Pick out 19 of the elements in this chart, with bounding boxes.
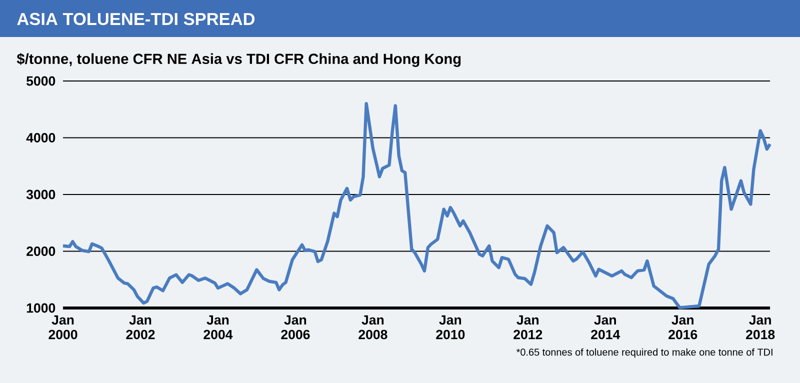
chart-subtitle: $/tonne, toluene CFR NE Asia vs TDI CFR China and Hong Kong: [16, 53, 461, 67]
y-tick-label: 3000: [26, 190, 56, 200]
x-tick-label: Jan 2016: [668, 315, 698, 340]
x-tick-label: Jan 2018: [746, 315, 775, 340]
x-tick-label: Jan 2012: [514, 315, 542, 340]
x-tick-label: Jan 2004: [204, 315, 233, 340]
x-tick-label: Jan 2002: [126, 315, 155, 340]
y-tick-label: 5000: [26, 76, 56, 86]
text: *0.65 tonnes of toluene required to make one tonne of TDI: [516, 348, 772, 358]
y-tick-label: 2000: [26, 246, 56, 256]
y-tick-label: 1000: [26, 303, 56, 313]
x-tick-label: Jan 2006: [281, 315, 310, 340]
line-series: [61, 102, 772, 310]
y-tick-label: 4000: [26, 133, 56, 142]
x-tick-label: Jan 2010: [436, 315, 465, 340]
chart-title: ASIA TOLUENE-TDI SPREAD: [17, 12, 255, 26]
x-tick-label: Jan 2000: [48, 315, 78, 340]
x-tick-label: Jan 2008: [358, 315, 388, 340]
x-tick-label: Jan 2014: [591, 315, 620, 340]
